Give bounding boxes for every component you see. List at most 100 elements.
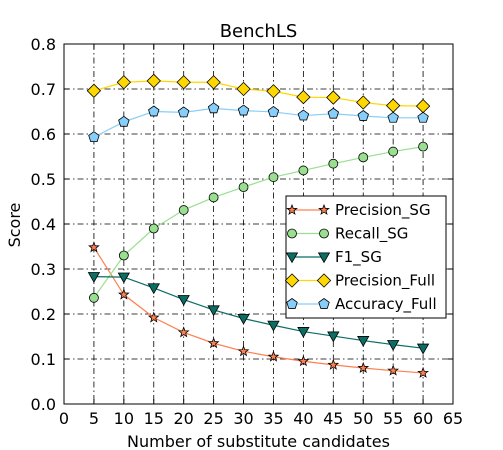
y-tick-label: 0.5 [31, 170, 56, 189]
y-tick-labels: 0.0 0.1 0.2 0.3 0.4 0.5 0.6 0.7 0.8 [31, 35, 56, 414]
data-point-accuracy-full [118, 115, 130, 127]
data-point-accuracy-full [387, 111, 399, 123]
y-tick-label: 0.2 [31, 305, 56, 324]
legend-marker-precision-full [316, 273, 332, 288]
series-precision-full [86, 73, 431, 114]
data-point-recall-sg [358, 152, 369, 163]
data-point-accuracy-full [327, 107, 340, 119]
legend-marker-precision-sg [286, 203, 298, 215]
series-line-recall-sg [93, 146, 424, 299]
legend-marker-accuracy-full [286, 298, 298, 309]
x-tick-label: 40 [293, 409, 313, 428]
series-line-precision-sg [93, 247, 424, 374]
series-recall-sg [89, 141, 428, 303]
data-point-recall-sg [418, 141, 428, 152]
x-tick-label: 20 [174, 409, 194, 428]
y-tick-label: 0.1 [31, 350, 56, 369]
legend-marker-recall-sg [287, 228, 297, 239]
data-point-recall-sg [208, 192, 219, 203]
data-point-precision-full [176, 75, 191, 90]
series-f1-sg [87, 272, 430, 355]
x-tick-label: 60 [413, 409, 433, 428]
x-tick-label: 30 [233, 409, 253, 428]
data-point-precision-full [266, 84, 281, 99]
y-tick-label: 0.8 [31, 35, 56, 54]
data-point-f1-sg [237, 313, 250, 325]
legend-marker-accuracy-full [318, 298, 330, 309]
data-point-precision-sg [147, 311, 160, 323]
data-point-precision-full [236, 81, 251, 97]
data-point-precision-sg [417, 366, 429, 378]
x-tick-labels: 0 5 10 15 20 25 30 35 40 45 50 55 60 65 [59, 409, 463, 428]
x-tick-label: 50 [353, 409, 373, 428]
data-point-f1-sg [267, 320, 280, 332]
data-point-accuracy-full [417, 111, 429, 123]
data-point-f1-sg [177, 295, 190, 306]
y-tick-label: 0.6 [31, 125, 56, 144]
data-point-precision-sg [237, 345, 250, 357]
data-point-recall-sg [89, 292, 99, 303]
x-tick-label: 15 [144, 409, 164, 428]
data-point-recall-sg [118, 250, 129, 261]
legend-marker-precision-sg [318, 203, 330, 215]
y-tick-label: 0.0 [31, 395, 56, 414]
chart-title: BenchLS [220, 21, 298, 42]
legend-label-accuracy-full: Accuracy_Full [335, 295, 437, 314]
data-point-precision-full [326, 90, 341, 105]
legend: Precision_SG Recall_SG F1_SG Precision_Full… [284, 195, 447, 319]
data-point-accuracy-full [267, 105, 280, 117]
data-point-precision-full [146, 73, 161, 89]
series-precision-sg [88, 241, 429, 378]
x-tick-label: 35 [263, 409, 283, 428]
data-point-precision-sg [387, 364, 399, 376]
x-tick-label: 10 [114, 409, 134, 428]
data-point-accuracy-full [237, 104, 250, 116]
data-point-precision-sg [357, 361, 370, 373]
series-accuracy-full [88, 102, 429, 142]
data-point-recall-sg [178, 205, 189, 215]
data-point-f1-sg [357, 336, 370, 347]
legend-marker-recall-sg [319, 228, 329, 239]
data-point-f1-sg [386, 340, 400, 351]
legend-label-recall-sg: Recall_SG [335, 225, 408, 244]
x-tick-label: 55 [383, 409, 403, 428]
x-tick-label: 45 [323, 409, 343, 428]
data-point-recall-sg [298, 165, 309, 176]
data-point-precision-full [86, 83, 102, 98]
data-point-recall-sg [328, 158, 339, 169]
data-point-accuracy-full [88, 131, 100, 142]
legend-label-precision-sg: Precision_SG [335, 201, 431, 220]
x-tick-label: 5 [89, 409, 99, 428]
data-point-f1-sg [297, 327, 310, 338]
data-point-recall-sg [238, 182, 249, 193]
data-point-precision-full [116, 75, 132, 90]
y-tick-label: 0.3 [31, 260, 56, 279]
x-tick-label: 65 [443, 409, 463, 428]
data-point-accuracy-full [177, 106, 190, 118]
data-point-recall-sg [388, 146, 399, 157]
legend-marker-f1-sg [317, 252, 331, 264]
legend-label-f1-sg: F1_SG [335, 248, 382, 267]
data-point-accuracy-full [297, 109, 310, 121]
legend-marker-precision-full [284, 273, 300, 288]
data-point-precision-full [206, 75, 221, 90]
data-point-accuracy-full [357, 110, 369, 121]
data-point-precision-sg [207, 337, 220, 349]
data-point-recall-sg [268, 172, 279, 183]
data-point-precision-sg [297, 355, 310, 367]
x-tick-label: 25 [203, 409, 223, 428]
data-point-f1-sg [327, 331, 340, 343]
x-axis-label: Number of substitute candidates [127, 432, 390, 450]
data-point-precision-full [356, 95, 371, 110]
data-point-f1-sg [87, 272, 101, 283]
data-point-accuracy-full [148, 105, 160, 117]
data-point-f1-sg [147, 283, 160, 295]
series-line-f1-sg [93, 276, 424, 349]
data-point-precision-full [296, 89, 311, 105]
data-point-f1-sg [207, 305, 220, 317]
x-tick-label: 0 [59, 409, 69, 428]
data-point-accuracy-full [207, 102, 220, 114]
data-point-f1-sg [416, 343, 430, 355]
legend-marker-f1-sg [285, 252, 299, 264]
